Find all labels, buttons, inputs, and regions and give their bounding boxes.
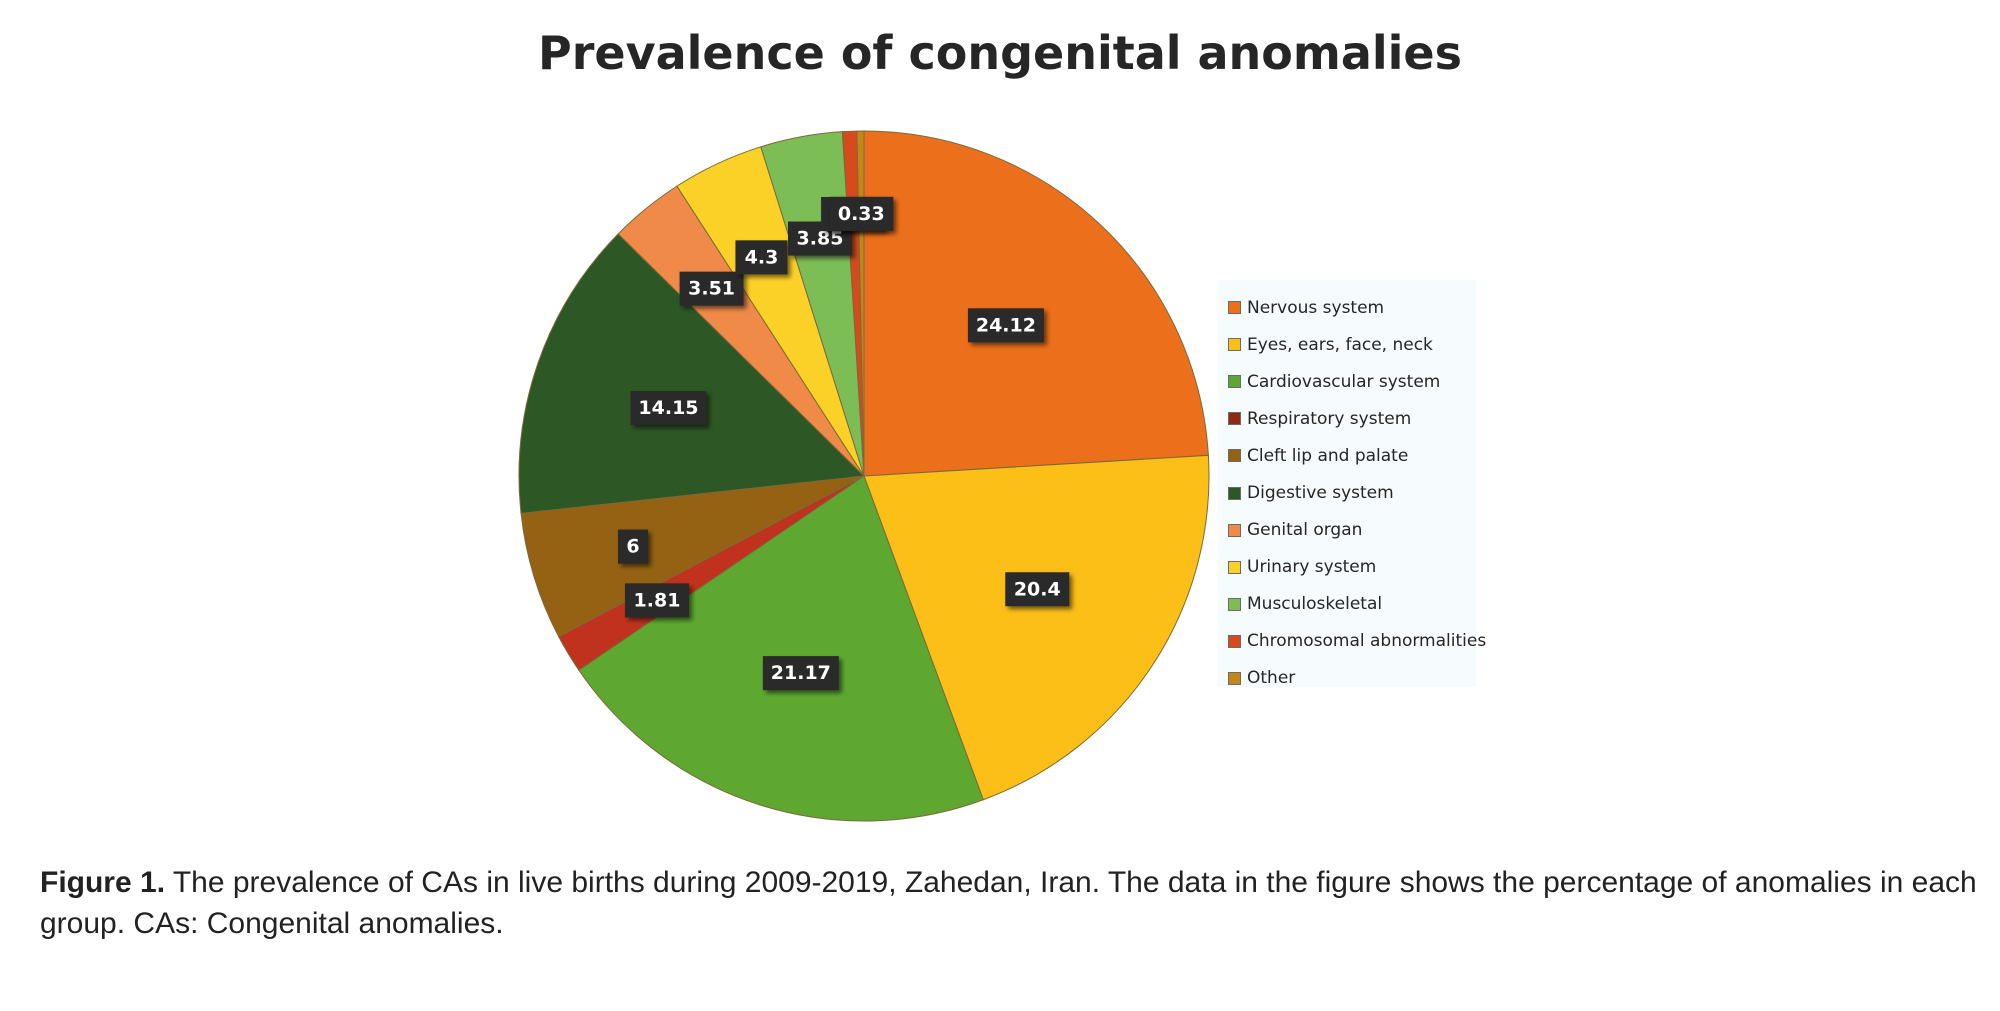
data-label-text: 24.12	[976, 314, 1036, 336]
legend-item: Chromosomal abnormalities	[1228, 623, 1486, 660]
data-label-text: 3.85	[797, 228, 844, 250]
data-label-box	[624, 583, 689, 618]
legend-label: Chromosomal abnormalities	[1247, 631, 1487, 652]
legend: Nervous system Eyes, ears, face, neck Card…	[1218, 280, 1486, 688]
pie-slice-eyes-ears-face-neck	[863, 454, 1210, 801]
legend-label: Urinary system	[1247, 557, 1377, 578]
data-label-respiratory-system: 1.81	[624, 583, 689, 618]
data-label-text: 4.3	[745, 246, 779, 268]
data-label-digestive-system: 14.15	[630, 391, 707, 426]
data-label-urinary-system: 4.3	[735, 240, 788, 275]
legend-swatch	[1228, 301, 1241, 315]
data-label-genital-organ: 3.51	[679, 271, 744, 306]
legend-label: Respiratory system	[1247, 408, 1412, 429]
data-label-text: 0.33	[838, 203, 885, 225]
data-label-box	[630, 391, 707, 426]
legend-item: Nervous system	[1228, 289, 1476, 326]
pie-slice-nervous-system	[863, 130, 1209, 477]
legend-swatch	[1228, 486, 1241, 500]
legend-label: Cardiovascular system	[1247, 371, 1441, 392]
data-label-text: 1.81	[634, 589, 681, 611]
legend-label: Digestive system	[1247, 483, 1394, 504]
legend-label: Nervous system	[1247, 297, 1385, 318]
legend-item: Cardiovascular system	[1228, 363, 1476, 400]
data-label-box	[679, 271, 744, 306]
legend-swatch	[1228, 338, 1241, 352]
data-label-text: 3.51	[688, 278, 735, 300]
legend-item: Musculoskeletal	[1228, 586, 1476, 623]
legend-item: Urinary system	[1228, 549, 1476, 586]
data-label-text: 21.17	[771, 662, 831, 684]
data-label-text: 14.15	[638, 397, 698, 419]
legend-label: Musculoskeletal	[1247, 594, 1383, 615]
legend-item: Digestive system	[1228, 474, 1476, 511]
data-label-text: 6	[626, 536, 639, 558]
legend-swatch	[1228, 449, 1241, 463]
legend-swatch	[1228, 412, 1241, 426]
data-label-cleft-lip-and-palate: 6	[618, 529, 649, 564]
data-label-text: 20.4	[1014, 578, 1061, 600]
data-label-box	[1005, 572, 1070, 607]
legend-item: Respiratory system	[1228, 400, 1476, 437]
legend-swatch	[1228, 375, 1241, 389]
caption-text: The prevalence of CAs in live births dur…	[40, 866, 1977, 940]
legend-swatch	[1228, 671, 1241, 685]
figure-caption: Figure 1. The prevalence of CAs in live …	[40, 862, 1980, 944]
legend-label: Genital organ	[1247, 520, 1363, 541]
legend-item: Eyes, ears, face, neck	[1228, 326, 1476, 363]
pie-slice-digestive-system	[518, 233, 866, 514]
data-label-box	[762, 656, 839, 691]
legend-label: Eyes, ears, face, neck	[1247, 334, 1433, 355]
data-label-eyes-ears-face-neck: 20.4	[1005, 572, 1070, 607]
data-label-box	[735, 240, 788, 275]
chart-title: Prevalence of congenital anomalies	[538, 26, 1462, 80]
data-label-box	[829, 196, 894, 231]
pie-slice-cleft-lip-and-palate	[520, 475, 865, 638]
data-label-nervous-system: 24.12	[967, 308, 1044, 343]
pie-slice-cardiovascular-system	[578, 475, 984, 822]
legend-label: Cleft lip and palate	[1247, 445, 1409, 466]
legend-swatch	[1228, 523, 1241, 537]
legend-item: Genital organ	[1228, 512, 1476, 549]
legend-label: Other	[1247, 668, 1296, 689]
legend-item: Cleft lip and palate	[1228, 437, 1476, 474]
figure-label: Figure 1.	[40, 866, 166, 899]
data-label-box	[618, 529, 649, 564]
data-label-other: 0.33	[829, 196, 894, 231]
data-label-box	[967, 308, 1044, 343]
legend-item: Other	[1228, 660, 1476, 697]
legend-swatch	[1228, 597, 1241, 611]
legend-swatch	[1228, 560, 1241, 574]
legend-swatch	[1228, 634, 1241, 648]
data-label-cardiovascular-system: 21.17	[762, 656, 839, 691]
